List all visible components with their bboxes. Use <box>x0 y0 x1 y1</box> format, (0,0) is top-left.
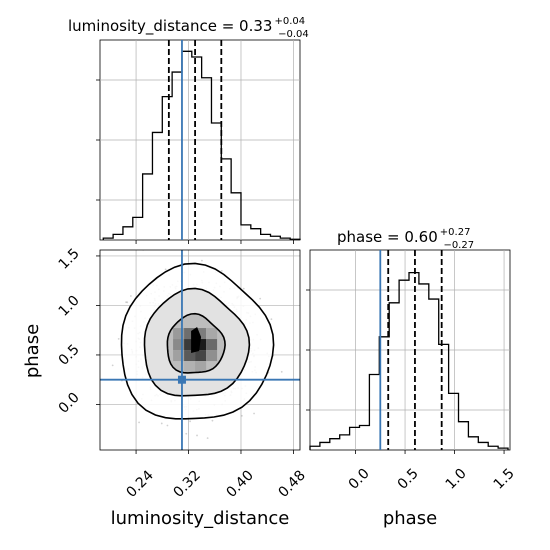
x-tick-label: 0.32 <box>170 467 203 500</box>
scatter-point <box>201 259 203 262</box>
title-luminosity-distance: luminosity_distance = 0.33 +0.04 −0.04 <box>68 16 309 40</box>
histogram-step <box>309 271 509 450</box>
density-cell <box>206 328 218 340</box>
contour-line <box>120 262 275 420</box>
density-cell <box>184 350 196 362</box>
y-tick-label: 0.0 <box>56 390 83 417</box>
y-axis-label-phase: phase <box>22 324 43 378</box>
scatter-point <box>129 295 132 297</box>
plot-area <box>89 250 300 450</box>
density-cell <box>195 328 207 340</box>
y-tick-label: 1.5 <box>56 246 83 273</box>
scatter-point <box>111 364 114 367</box>
density-core <box>173 327 218 373</box>
density-cell <box>173 328 185 340</box>
title-phase-main: phase = 0.60 <box>337 228 438 246</box>
scatter-contour-panel <box>89 249 301 454</box>
scatter-point <box>253 412 255 415</box>
x-tick-label: 1.0 <box>443 466 470 493</box>
x-tick-labels-phase: 0.0 0.5 1.0 1.5 <box>346 466 518 493</box>
truth-marker <box>177 375 186 384</box>
scatter-point <box>270 318 273 321</box>
x-tick-label: 0.5 <box>395 466 422 493</box>
density-cell <box>173 339 185 351</box>
density-cell <box>206 350 218 362</box>
scatter-point <box>138 421 140 424</box>
y-tick-label: 1.0 <box>56 293 83 320</box>
scatter-point <box>126 301 129 304</box>
title-luminosity-distance-sup: +0.04 <box>274 16 305 27</box>
density-cell <box>195 339 207 351</box>
title-luminosity-distance-main: luminosity_distance = 0.33 <box>68 17 272 36</box>
title-phase: phase = 0.60 +0.27 −0.27 <box>337 227 474 251</box>
scatter-point <box>189 420 192 423</box>
scatter-point <box>259 297 262 300</box>
scatter-point <box>117 337 120 340</box>
density-cell <box>206 339 218 351</box>
density-peak <box>191 327 202 354</box>
panel-frame <box>99 249 301 451</box>
scatter-point <box>196 434 198 437</box>
contour-line <box>166 312 226 374</box>
x-axis-label-phase: phase <box>383 508 437 529</box>
scatter-point <box>242 287 245 290</box>
scatter-point <box>240 414 243 417</box>
title-luminosity-distance-sub: −0.04 <box>278 29 309 40</box>
density-cell <box>195 361 207 373</box>
scatter-point <box>166 424 169 427</box>
density-cell <box>195 350 207 362</box>
scatter-point <box>211 419 214 422</box>
x-axis-label-luminosity-distance: luminosity_distance <box>111 508 290 529</box>
density-cell <box>184 339 196 351</box>
scatter-point <box>206 437 209 440</box>
histogram-step <box>102 50 301 240</box>
x-tick-label: 0.48 <box>275 467 308 500</box>
density-cell <box>173 350 185 362</box>
scatter-point <box>164 268 167 271</box>
y-tick-labels-2d: 0.0 0.5 1.0 1.5 <box>56 246 83 417</box>
x-tick-labels-2d: 0.24 0.32 0.40 0.48 <box>123 467 308 500</box>
x-tick-label: 0.40 <box>223 467 256 500</box>
contour-line <box>143 287 251 397</box>
scatter-point <box>125 301 127 304</box>
title-phase-sup: +0.27 <box>440 227 471 238</box>
x-tick-label: 0.0 <box>346 466 373 493</box>
title-phase-sub: −0.27 <box>443 240 474 251</box>
density-cell <box>184 328 196 340</box>
scatter-point <box>160 422 163 425</box>
histogram-luminosity-distance <box>96 39 301 244</box>
histogram-phase <box>306 249 511 454</box>
scatter-point <box>89 367 91 369</box>
x-tick-label: 0.24 <box>123 467 156 500</box>
x-tick-label: 1.5 <box>491 466 518 493</box>
scatter-point <box>185 432 188 435</box>
y-tick-label: 0.5 <box>56 342 83 369</box>
scatter-point <box>280 370 283 373</box>
density-cell <box>184 361 196 373</box>
scatter-point <box>220 269 223 272</box>
